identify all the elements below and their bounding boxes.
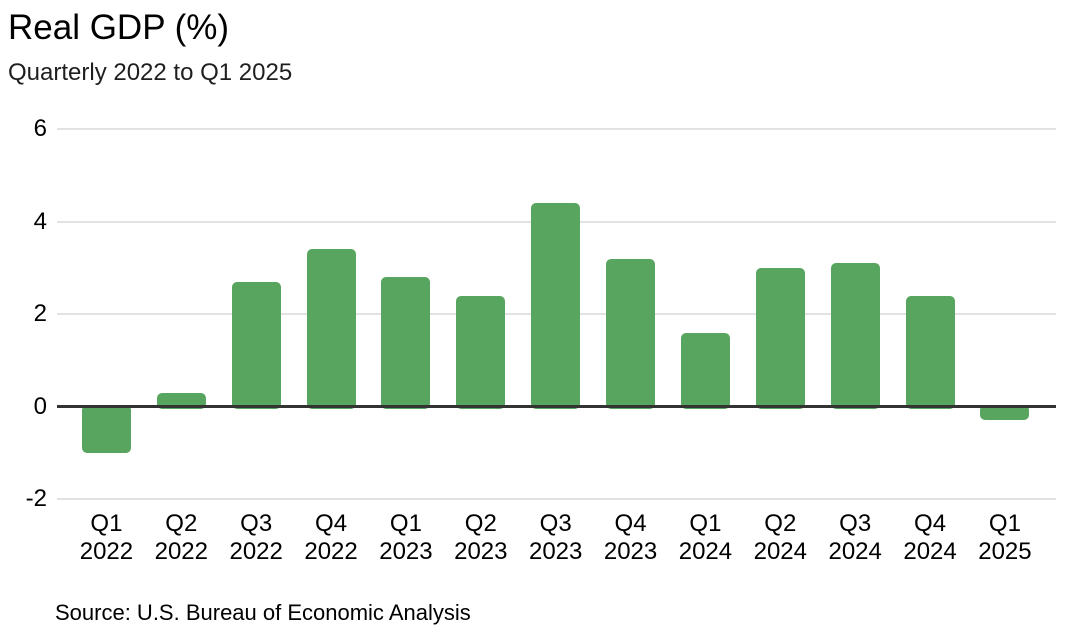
x-axis-label-q3-2022: Q3 2022	[229, 510, 283, 565]
x-axis-label-q4-2024: Q4 2024	[903, 510, 957, 565]
x-axis-label-q3-2024: Q3 2024	[828, 510, 882, 565]
bar-q3-2023	[531, 203, 581, 409]
bar-q4-2024	[905, 295, 955, 409]
x-axis-label-q1-2023: Q1 2023	[379, 510, 433, 565]
bar-q1-2024	[680, 332, 730, 409]
y-axis-label-6: 6	[33, 115, 47, 142]
bar-q1-2023	[381, 277, 431, 409]
bar-q3-2024	[830, 263, 880, 409]
bar-q4-2023	[606, 258, 656, 409]
y-axis-label-0: 0	[33, 392, 47, 420]
x-axis-label-q3-2023: Q3 2023	[528, 510, 583, 565]
y-axis-label--2: -2	[25, 485, 47, 512]
source-note: Source: U.S. Bureau of Economic Analysis	[55, 600, 471, 625]
gridline-6	[57, 128, 1056, 130]
x-axis-label-q2-2024: Q2 2024	[753, 510, 807, 565]
x-axis-label-q4-2022: Q4 2022	[304, 510, 358, 565]
bar-q1-2025	[980, 404, 1030, 421]
plot-area	[57, 128, 1056, 500]
x-axis-label-q1-2022: Q1 2022	[79, 510, 134, 565]
chart-subtitle: Quarterly 2022 to Q1 2025	[8, 59, 293, 86]
bar-q4-2022	[306, 249, 356, 409]
bar-q2-2024	[755, 267, 805, 409]
bar-q1-2022	[81, 404, 131, 453]
bar-q2-2023	[456, 295, 506, 409]
x-axis-label-q2-2022: Q2 2022	[154, 510, 208, 565]
zero-axis-line	[57, 405, 1056, 408]
x-axis-label-q1-2025: Q1 2025	[978, 510, 1032, 565]
y-axis-label-2: 2	[33, 300, 47, 327]
chart-title: Real GDP (%)	[8, 8, 230, 47]
gridline--2	[57, 498, 1056, 500]
bar-q2-2022	[156, 392, 206, 409]
x-axis-label-q2-2023: Q2 2023	[454, 510, 508, 565]
y-axis-label-4: 4	[33, 207, 47, 235]
bar-q3-2022	[231, 281, 281, 409]
x-axis-label-q4-2023: Q4 2023	[603, 510, 658, 565]
x-axis-label-q1-2024: Q1 2024	[678, 510, 733, 565]
